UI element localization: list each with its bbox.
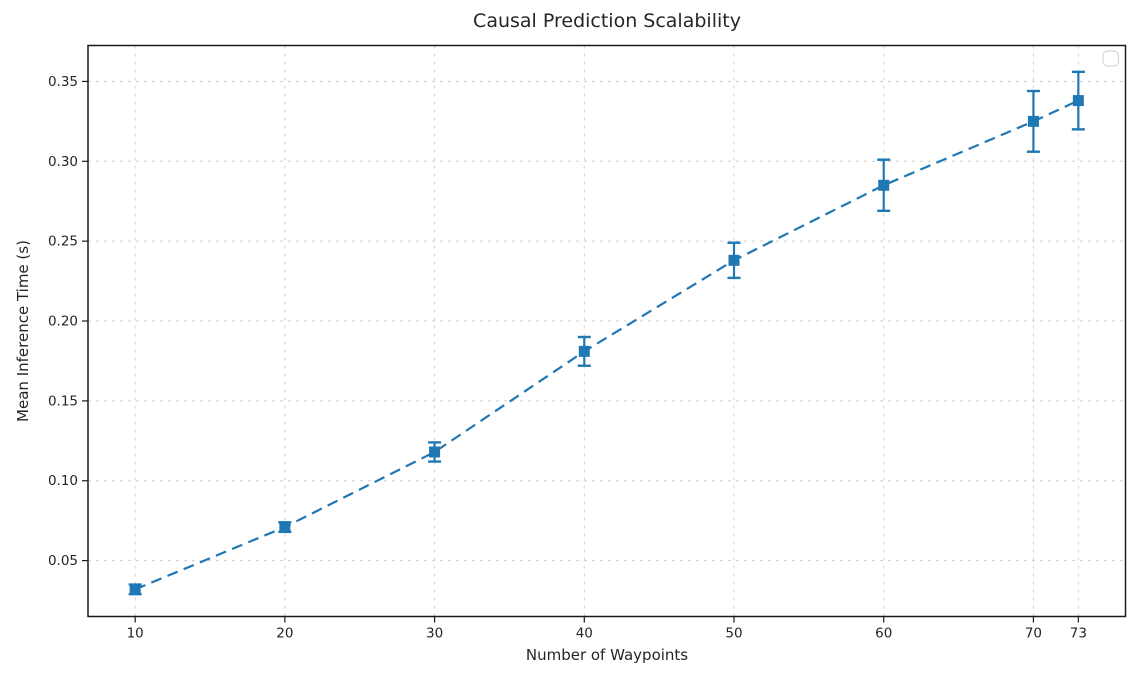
data-point-marker xyxy=(1027,115,1039,127)
series-line xyxy=(134,99,1079,591)
x-tick-label: 10 xyxy=(127,626,144,642)
x-tick-label: 73 xyxy=(1070,626,1087,642)
x-tick-label: 30 xyxy=(426,626,443,642)
x-tick-label: 60 xyxy=(875,626,892,642)
y-tick-label: 0.25 xyxy=(48,234,78,250)
y-tick-label: 0.20 xyxy=(48,314,78,330)
chart-title: Causal Prediction Scalability xyxy=(473,10,741,32)
x-tick-label: 20 xyxy=(276,626,293,642)
data-point-marker xyxy=(1072,95,1084,107)
y-tick-label: 0.35 xyxy=(48,74,78,90)
y-axis-label: Mean Inference Time (s) xyxy=(14,240,32,422)
y-tick-label: 0.05 xyxy=(48,553,78,569)
data-point-marker xyxy=(878,179,890,191)
data-point-marker xyxy=(129,583,141,595)
plot-background xyxy=(88,45,1126,617)
legend-box xyxy=(1102,50,1120,67)
data-point-marker xyxy=(578,345,590,357)
x-axis-label: Number of Waypoints xyxy=(525,646,689,664)
x-tick-label: 40 xyxy=(576,626,593,642)
y-tick-label: 0.10 xyxy=(48,473,78,489)
data-point-marker xyxy=(279,521,291,533)
data-point-marker xyxy=(728,254,740,266)
data-point-marker xyxy=(429,446,441,458)
y-tick-label: 0.15 xyxy=(48,393,78,409)
axes-spines xyxy=(87,44,1127,618)
x-tick-label: 70 xyxy=(1025,626,1042,642)
y-tick-label: 0.30 xyxy=(48,154,78,170)
x-tick-label: 50 xyxy=(725,626,742,642)
